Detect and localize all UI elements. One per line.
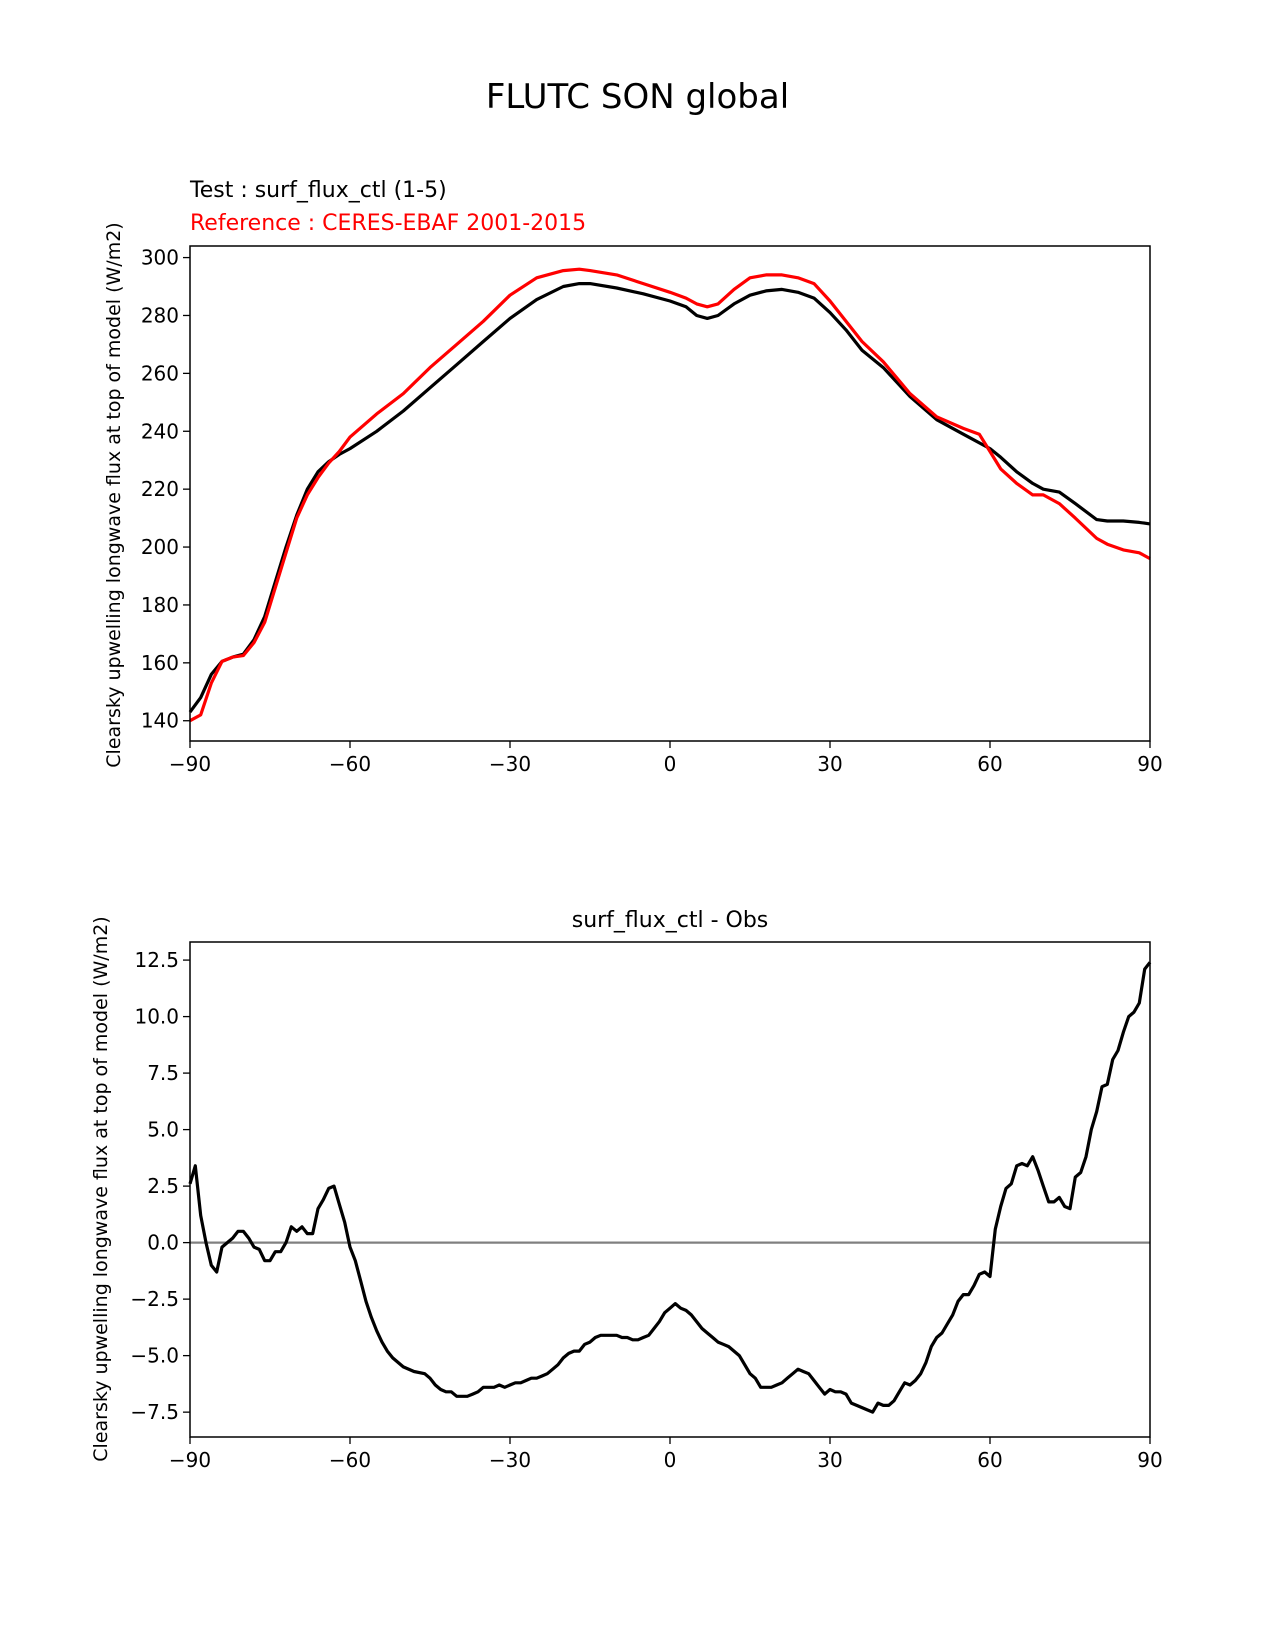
top-xtick-label: −90 [169,752,211,776]
top-series-layer [188,267,1151,723]
bottom-ytick-label: 5.0 [147,1118,179,1142]
bottom-ytick-label: −5.0 [130,1344,179,1368]
top-xtick-label: 90 [1137,752,1162,776]
top-ytick-label: 160 [141,651,179,675]
bottom-ytick-label: 12.5 [134,948,179,972]
top-ytick-label: 240 [141,419,179,443]
top-ytick-label: 280 [141,303,179,327]
bottom-ytick-label: −2.5 [130,1287,179,1311]
top-test-line [188,282,1151,714]
bottom-difference-line [188,961,1152,1414]
bottom-ytick-label: 7.5 [147,1061,179,1085]
top-ytick-label: 180 [141,593,179,617]
top-ytick-label: 140 [141,709,179,733]
top-ytick-label: 260 [141,361,179,385]
top-plot-frame [189,245,1151,742]
top-ytick-label: 220 [141,477,179,501]
bottom-ytick-label: 2.5 [147,1174,179,1198]
bottom-ytick-label: 0.0 [147,1231,179,1255]
top-panel: Test : surf_flux_ctl (1-5) Reference : C… [103,178,1163,776]
top-xtick-label: 0 [664,752,677,776]
reference-annotation: Reference : CERES-EBAF 2001-2015 [190,211,586,236]
top-xtick-label: −30 [489,752,531,776]
bottom-xtick-label: 60 [977,1448,1002,1472]
top-xtick-label: 60 [977,752,1002,776]
bottom-ytick-label: −7.5 [130,1400,179,1424]
bottom-xtick-label: −60 [329,1448,371,1472]
test-annotation: Test : surf_flux_ctl (1-5) [189,178,447,203]
bottom-plot-frame [189,941,1151,1438]
bottom-xtick-label: −30 [489,1448,531,1472]
bottom-ytick-label: 10.0 [134,1005,179,1029]
top-ytick-label: 200 [141,535,179,559]
top-xtick-label: 30 [817,752,842,776]
bottom-tick-layer: −90 −60 −30 0 30 60 90 −7.5 −5.0 −2.5 0.0 2.5 5.0 7.5… [130,948,1162,1472]
bottom-panel: surf_flux_ctl - Obs Clearsky upwelling l… [90,908,1163,1472]
bottom-xtick-label: −90 [169,1448,211,1472]
bottom-series-layer [188,961,1152,1414]
top-tick-layer: −90 −60 −30 0 30 60 90 140 160 180 200 220 240 260 280… [141,246,1163,776]
bottom-ylabel: Clearsky upwelling longwave flux at top … [90,916,112,1461]
top-reference-line [189,267,1151,723]
bottom-xtick-label: 0 [664,1448,677,1472]
bottom-title: surf_flux_ctl - Obs [572,908,769,933]
top-ytick-label: 300 [141,246,179,270]
figure-title: FLUTC SON global [486,77,789,117]
bottom-xtick-label: 30 [817,1448,842,1472]
bottom-xtick-label: 90 [1137,1448,1162,1472]
top-xtick-label: −60 [329,752,371,776]
top-ylabel: Clearsky upwelling longwave flux at top … [103,222,125,767]
